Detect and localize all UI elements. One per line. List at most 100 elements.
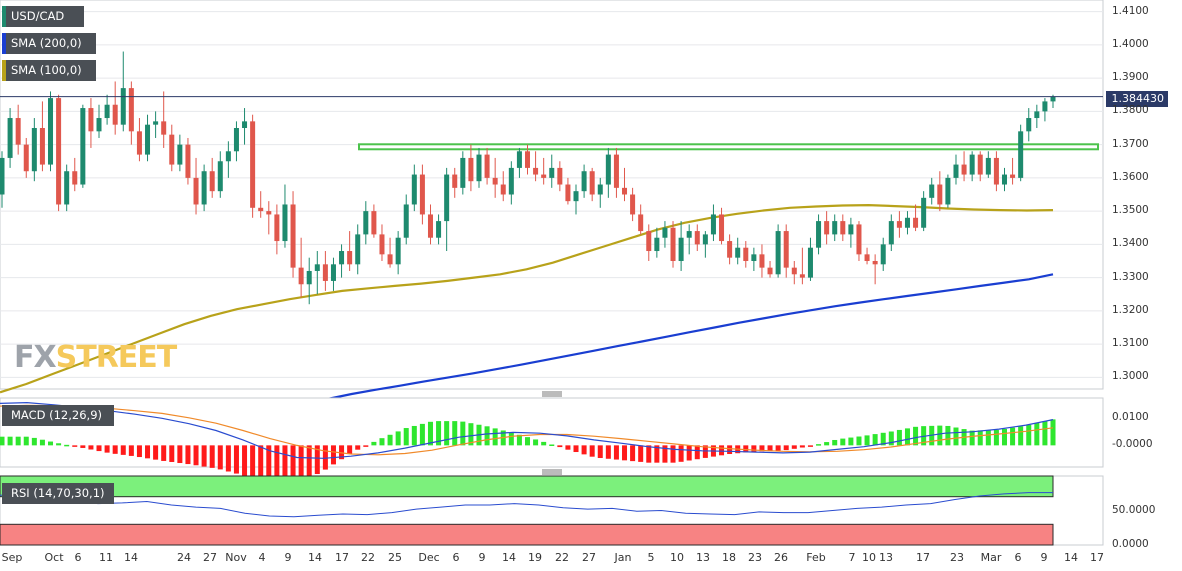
price-tick-label: 1.3100 bbox=[1112, 337, 1149, 350]
macd-histogram-bar bbox=[807, 445, 813, 447]
candle-body bbox=[419, 174, 425, 215]
macd-histogram-bar bbox=[427, 421, 433, 446]
candle-body bbox=[937, 184, 943, 205]
macd-histogram-bar bbox=[136, 445, 142, 458]
candle-body bbox=[678, 237, 684, 261]
x-tick-label: 6 bbox=[452, 551, 460, 564]
candle-body bbox=[791, 267, 797, 275]
macd-histogram-bar bbox=[775, 445, 781, 451]
macd-histogram-bar bbox=[298, 445, 304, 483]
macd-histogram-bar bbox=[330, 445, 336, 465]
candle-body bbox=[605, 154, 611, 185]
macd-histogram-bar bbox=[613, 445, 619, 460]
macd-histogram-bar bbox=[622, 445, 628, 461]
candle-body bbox=[363, 211, 369, 235]
macd-histogram-bar bbox=[832, 439, 838, 446]
candle-body bbox=[985, 157, 991, 175]
macd-histogram-bar bbox=[646, 445, 652, 463]
candle-body bbox=[258, 207, 264, 212]
legend-sma100-swatch bbox=[2, 60, 6, 81]
candle-body bbox=[654, 237, 660, 252]
candle-body bbox=[662, 227, 668, 238]
macd-histogram-bar bbox=[266, 445, 272, 484]
macd-histogram-bar bbox=[913, 426, 919, 446]
candle-body bbox=[904, 217, 910, 228]
candle-body bbox=[880, 244, 886, 265]
candle-body bbox=[427, 214, 433, 238]
candle-body bbox=[217, 161, 223, 192]
candle-body bbox=[508, 167, 514, 195]
macd-histogram-bar bbox=[242, 445, 248, 476]
macd-histogram-bar bbox=[452, 421, 458, 446]
macd-histogram-bar bbox=[201, 445, 207, 467]
macd-histogram-bar bbox=[379, 438, 385, 446]
candle-body bbox=[549, 167, 555, 178]
current-price-label: 1.384430 bbox=[1106, 91, 1168, 107]
candle-body bbox=[7, 118, 13, 158]
macd-histogram-bar bbox=[15, 436, 21, 446]
macd-histogram-bar bbox=[678, 445, 684, 462]
candle-body bbox=[516, 151, 522, 168]
macd-histogram-bar bbox=[403, 428, 409, 446]
macd-histogram-bar bbox=[468, 423, 474, 446]
macd-histogram-bar bbox=[225, 445, 231, 472]
candle-body bbox=[112, 104, 118, 125]
candle-body bbox=[80, 108, 86, 185]
macd-histogram-bar bbox=[799, 445, 805, 448]
x-tick-label: 13 bbox=[879, 551, 893, 564]
candle-body bbox=[969, 154, 975, 175]
legend-macd: MACD (12,26,9) bbox=[2, 405, 114, 426]
macd-histogram-bar bbox=[1050, 419, 1056, 446]
macd-histogram-bar bbox=[840, 438, 846, 446]
macd-histogram-bar bbox=[460, 421, 466, 446]
macd-histogram-bar bbox=[217, 445, 223, 470]
macd-histogram-bar bbox=[39, 439, 45, 446]
candle-body bbox=[1010, 174, 1016, 178]
x-tick-label: 18 bbox=[722, 551, 736, 564]
macd-histogram-bar bbox=[937, 425, 943, 446]
price-tick-label: 1.3600 bbox=[1112, 170, 1149, 183]
panel-dividers bbox=[542, 391, 562, 475]
candle-body bbox=[888, 221, 894, 245]
macd-histogram-bar bbox=[541, 441, 547, 446]
candle-body bbox=[484, 154, 490, 178]
macd-histogram-bar bbox=[355, 445, 361, 450]
macd-histogram-bar bbox=[581, 445, 587, 455]
candle-body bbox=[185, 144, 191, 178]
candle-body bbox=[686, 231, 692, 238]
candle-body bbox=[1034, 111, 1040, 119]
candle-body bbox=[298, 267, 304, 285]
rsi-overbought-zone bbox=[0, 475, 1054, 498]
x-tick-label: 19 bbox=[528, 551, 542, 564]
macd-histogram-bar bbox=[1001, 428, 1007, 446]
x-tick-label: 23 bbox=[950, 551, 964, 564]
macd-histogram-bar bbox=[597, 445, 603, 458]
resistance-layer bbox=[358, 143, 1099, 151]
price-tick-label: 1.3000 bbox=[1112, 370, 1149, 383]
macd-histogram-bar bbox=[112, 445, 118, 454]
candle-body bbox=[56, 98, 62, 205]
legend-pair-swatch bbox=[2, 6, 6, 27]
macd-histogram-bar bbox=[993, 429, 999, 446]
x-tick-label: 14 bbox=[502, 551, 516, 564]
candle-body bbox=[832, 221, 838, 235]
candle-body bbox=[630, 194, 636, 215]
x-tick-label: 22 bbox=[361, 551, 375, 564]
macd-histogram-bar bbox=[233, 445, 239, 474]
legend-pair: USD/CAD bbox=[2, 6, 84, 27]
x-tick-label: 6 bbox=[1014, 551, 1022, 564]
candle-body bbox=[670, 227, 676, 261]
rsi-tick-label: 50.0000 bbox=[1112, 503, 1156, 516]
macd-histogram-bar bbox=[209, 445, 215, 468]
macd-histogram-bar bbox=[824, 442, 830, 446]
rsi-oversold-zone bbox=[0, 523, 1054, 546]
macd-histogram-bar bbox=[848, 437, 854, 446]
macd-histogram-bar bbox=[557, 445, 563, 448]
macd-histogram-bar bbox=[751, 445, 757, 452]
candle-body bbox=[694, 231, 700, 245]
candle-body bbox=[460, 157, 466, 188]
macd-histogram-bar bbox=[702, 445, 708, 458]
macd-histogram-bar bbox=[64, 444, 70, 447]
macd-histogram-bar bbox=[145, 445, 151, 459]
macd-histogram-bar bbox=[945, 425, 951, 446]
